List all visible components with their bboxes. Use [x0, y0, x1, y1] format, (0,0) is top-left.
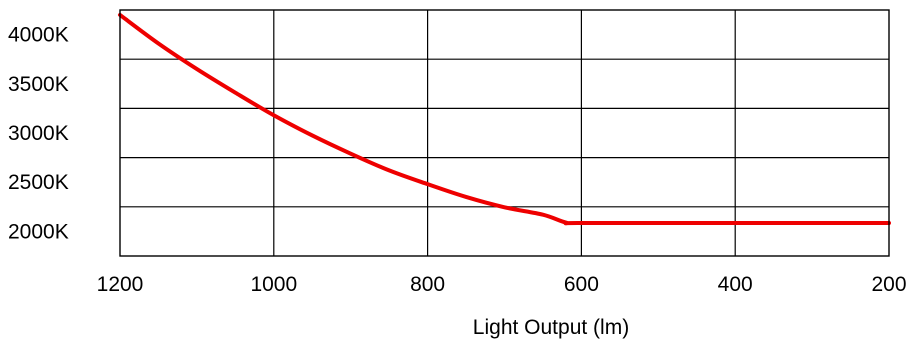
plot-border: [119, 9, 890, 257]
x-tick-label: 400: [718, 273, 753, 296]
grid: [120, 10, 889, 256]
y-tick-label: 2500K: [8, 171, 69, 194]
y-tick-label: 2000K: [8, 220, 69, 243]
y-tick-label: 3000K: [8, 122, 69, 145]
y-axis-tick-labels: 2000K 2500K 3000K 3500K 4000K: [8, 24, 69, 244]
x-tick-label: 600: [564, 273, 599, 296]
x-axis-tick-labels: 1200 1000 800 600 400 200: [97, 273, 907, 296]
x-tick-label: 1200: [97, 273, 144, 296]
series-line: [118, 12, 891, 226]
x-tick-label: 1000: [250, 273, 297, 296]
x-tick-label: 200: [871, 273, 906, 296]
x-tick-label: 800: [410, 273, 445, 296]
series-layer: [118, 12, 891, 226]
y-tick-label: 3500K: [8, 73, 69, 96]
plot-frame: [119, 9, 890, 257]
y-tick-label: 4000K: [8, 24, 69, 47]
x-axis-title: Light Output (lm): [473, 316, 629, 339]
